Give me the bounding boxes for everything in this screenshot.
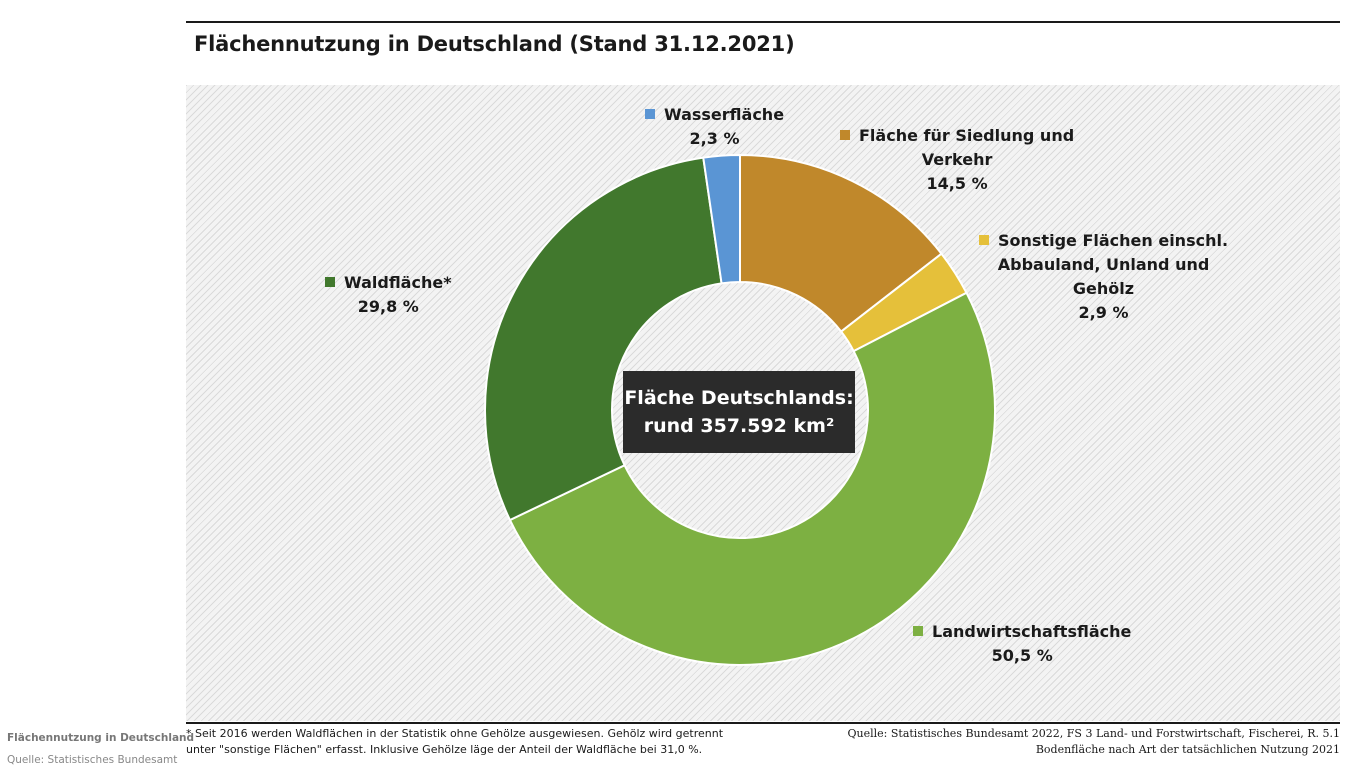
legend-swatch — [913, 626, 923, 636]
label-siedlung-verkehr: Fläche für Siedlung und Verkehr 14,5 % — [840, 124, 1074, 196]
value-label: 2,3 % — [689, 129, 740, 148]
label-waldflaeche: Waldfläche* 29,8 % — [325, 271, 452, 319]
side-caption: Flächennutzung in Deutschland Quelle: St… — [7, 732, 195, 766]
footnote: * Seit 2016 werden Waldflächen in der St… — [186, 727, 724, 756]
legend-swatch — [645, 109, 655, 119]
total-area-box: Fläche Deutschlands: rund 357.592 km² — [623, 371, 855, 453]
value-label: 50,5 % — [991, 646, 1053, 665]
slice-landwirtschaftsfläche — [508, 291, 996, 666]
value-label: 14,5 % — [926, 174, 988, 193]
label-sonstige-flaechen: Sonstige Flächen einschl. Abbauland, Unl… — [979, 229, 1228, 325]
chart-title: Flächennutzung in Deutschland (Stand 31.… — [194, 32, 795, 56]
source-note: Quelle: Statistisches Bundesamt 2022, FS… — [847, 727, 1340, 756]
label-wasserflaeche: Wasserfläche 2,3 % — [645, 103, 784, 151]
slice-fläche-für-siedlung-und-verkehr — [739, 153, 943, 333]
label-landwirtschaft: Landwirtschaftsfläche 50,5 % — [913, 620, 1131, 668]
legend-swatch — [325, 277, 335, 287]
top-rule — [186, 21, 1340, 23]
legend-swatch — [840, 130, 850, 140]
slice-waldfläche — [484, 156, 723, 522]
bottom-rule — [186, 722, 1340, 724]
legend-swatch — [979, 235, 989, 245]
value-label: 2,9 % — [1078, 303, 1129, 322]
slice-wasserfläche — [702, 153, 741, 285]
value-label: 29,8 % — [357, 297, 419, 316]
